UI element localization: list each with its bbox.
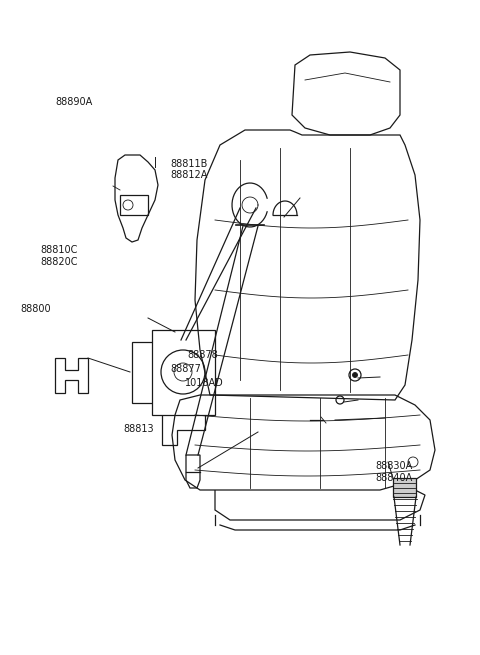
Text: 88878: 88878: [187, 350, 218, 360]
Text: 88830A: 88830A: [375, 461, 413, 472]
Text: 1018AD: 1018AD: [185, 378, 224, 388]
Text: 88800: 88800: [20, 304, 51, 314]
Text: 88812A: 88812A: [170, 170, 208, 180]
Text: 88811B: 88811B: [170, 159, 208, 169]
Text: 88877: 88877: [170, 364, 201, 375]
Text: 88813: 88813: [124, 424, 155, 434]
Text: 88840A: 88840A: [375, 473, 413, 483]
Circle shape: [352, 373, 358, 377]
Polygon shape: [393, 478, 416, 497]
Text: 88820C: 88820C: [41, 257, 78, 267]
Text: 88890A: 88890A: [55, 96, 93, 107]
Text: 88810C: 88810C: [41, 245, 78, 255]
